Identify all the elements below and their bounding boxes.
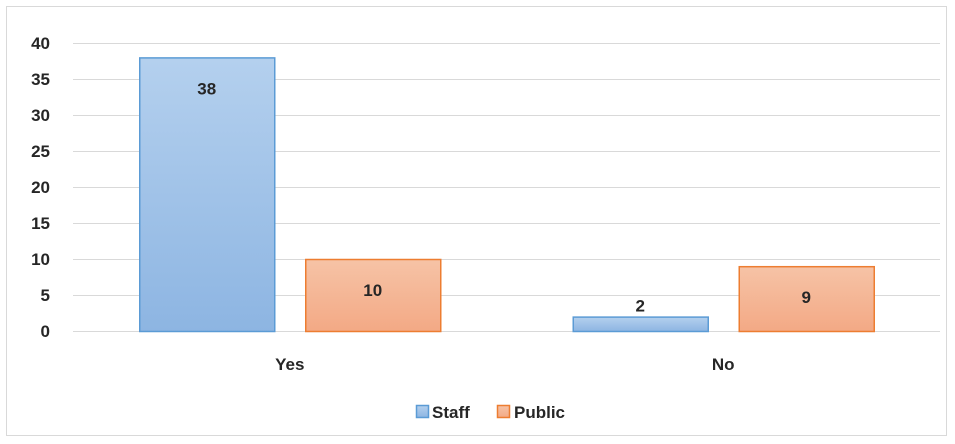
x-category-label: Yes	[275, 355, 304, 374]
bar-public-yes	[305, 258, 442, 333]
bars	[139, 57, 875, 333]
y-tick-label: 0	[41, 322, 50, 341]
data-label: 10	[363, 281, 382, 300]
y-tick-label: 35	[31, 70, 50, 89]
legend-swatch-public	[496, 404, 511, 419]
bar-staff-no	[572, 316, 709, 333]
legend-label-staff: Staff	[432, 403, 470, 422]
data-label: 9	[802, 288, 811, 307]
y-tick-label: 15	[31, 214, 50, 233]
y-tick-label: 20	[31, 178, 50, 197]
y-tick-label: 40	[31, 34, 50, 53]
y-tick-label: 10	[31, 250, 50, 269]
y-tick-label: 25	[31, 142, 50, 161]
legend-label-public: Public	[514, 403, 565, 422]
bar-public-no	[738, 265, 875, 333]
data-label: 38	[197, 79, 216, 98]
y-tick-label: 5	[41, 286, 50, 305]
legend: Staff Public	[415, 403, 565, 422]
y-tick-label: 30	[31, 106, 50, 125]
bar-staff-yes	[139, 57, 276, 333]
data-labels: 38 10 2 9	[197, 79, 811, 315]
x-axis: Yes No	[275, 355, 734, 374]
legend-swatch-staff	[415, 404, 430, 419]
x-category-label: No	[712, 355, 735, 374]
data-label: 2	[636, 297, 645, 316]
y-axis: 0 5 10 15 20 25 30 35 40	[31, 34, 50, 341]
